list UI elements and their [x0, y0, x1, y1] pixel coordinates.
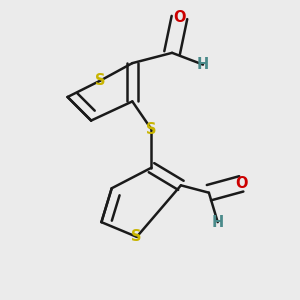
Text: S: S	[146, 122, 157, 137]
Text: H: H	[212, 214, 224, 230]
Text: H: H	[197, 57, 209, 72]
Text: O: O	[173, 10, 186, 25]
Text: S: S	[131, 230, 142, 244]
Text: O: O	[235, 176, 247, 191]
Text: S: S	[95, 73, 105, 88]
